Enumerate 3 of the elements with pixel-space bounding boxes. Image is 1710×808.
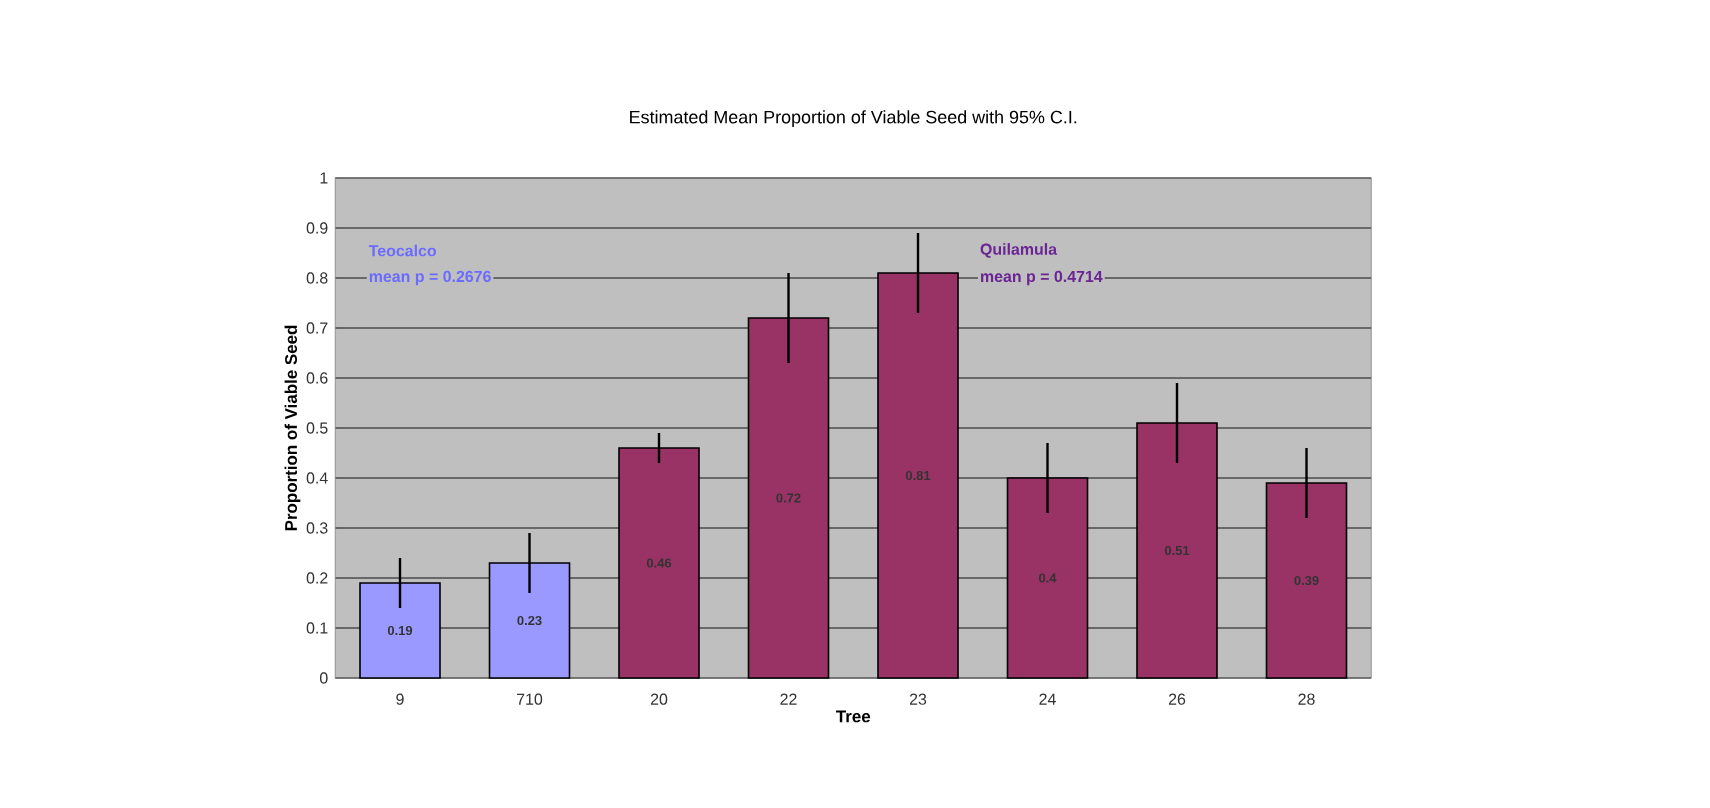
x-axis-title: Tree: [836, 710, 871, 723]
y-axis-title: Proportion of Viable Seed: [284, 325, 301, 531]
chart-title: Estimated Mean Proportion of Viable Seed with 95% C.I.: [630, 110, 1077, 127]
